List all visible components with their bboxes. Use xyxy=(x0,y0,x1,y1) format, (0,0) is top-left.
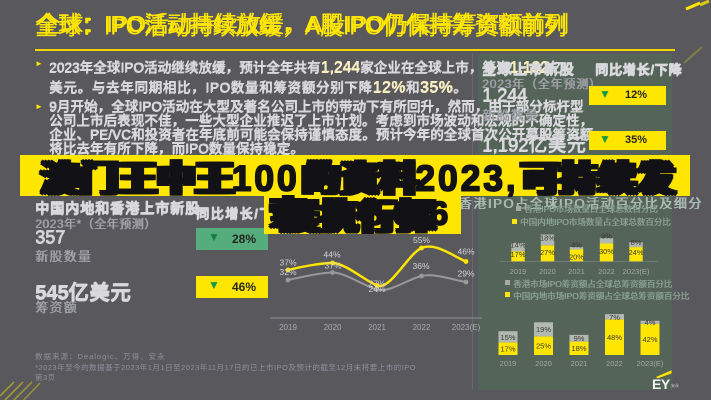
svg-text:7%: 7% xyxy=(609,313,620,322)
svg-text:2019: 2019 xyxy=(510,267,527,276)
svg-text:36%: 36% xyxy=(412,261,429,271)
svg-text:8%: 8% xyxy=(631,238,642,247)
svg-text:46%: 46% xyxy=(457,247,474,257)
svg-text:44%: 44% xyxy=(323,250,340,260)
svg-text:2022: 2022 xyxy=(413,323,431,332)
svg-text:2023(E): 2023(E) xyxy=(623,267,650,276)
svg-text:2020: 2020 xyxy=(324,323,342,332)
svg-text:2023(E): 2023(E) xyxy=(452,323,481,332)
svg-text:19%: 19% xyxy=(536,325,551,334)
svg-text:48%: 48% xyxy=(607,333,622,342)
svg-text:2021: 2021 xyxy=(368,323,386,332)
svg-text:2022: 2022 xyxy=(606,359,623,368)
svg-text:9%: 9% xyxy=(601,232,612,241)
svg-text:30%: 30% xyxy=(599,247,614,256)
svg-text:4%: 4% xyxy=(571,241,582,250)
svg-text:42%: 42% xyxy=(642,335,657,344)
svg-text:17%: 17% xyxy=(500,345,515,354)
svg-text:25%: 25% xyxy=(536,342,551,351)
svg-text:18%: 18% xyxy=(571,344,586,353)
svg-text:27%: 27% xyxy=(368,279,385,289)
svg-text:14%: 14% xyxy=(510,241,525,250)
svg-text:15%: 15% xyxy=(500,333,515,342)
svg-text:20%: 20% xyxy=(569,253,584,262)
svg-text:2020: 2020 xyxy=(535,359,552,368)
svg-text:27%: 27% xyxy=(540,248,555,257)
svg-text:17%: 17% xyxy=(510,250,525,259)
svg-text:24%: 24% xyxy=(368,284,385,294)
svg-text:2023(E): 2023(E) xyxy=(637,359,664,368)
svg-text:2022: 2022 xyxy=(598,267,615,276)
svg-text:4%: 4% xyxy=(645,318,656,327)
svg-text:29%: 29% xyxy=(457,269,474,279)
svg-text:32%: 32% xyxy=(279,267,296,277)
svg-text:2019: 2019 xyxy=(500,359,517,368)
svg-text:37%: 37% xyxy=(324,261,341,271)
svg-text:24%: 24% xyxy=(628,248,643,257)
svg-text:2019: 2019 xyxy=(279,323,297,332)
svg-text:2021: 2021 xyxy=(568,267,585,276)
svg-text:2020: 2020 xyxy=(539,267,556,276)
svg-text:18%: 18% xyxy=(540,234,555,243)
svg-text:2021: 2021 xyxy=(571,359,588,368)
svg-text:55%: 55% xyxy=(413,235,430,245)
svg-text:9%: 9% xyxy=(574,334,585,343)
svg-text:37%: 37% xyxy=(279,258,296,268)
